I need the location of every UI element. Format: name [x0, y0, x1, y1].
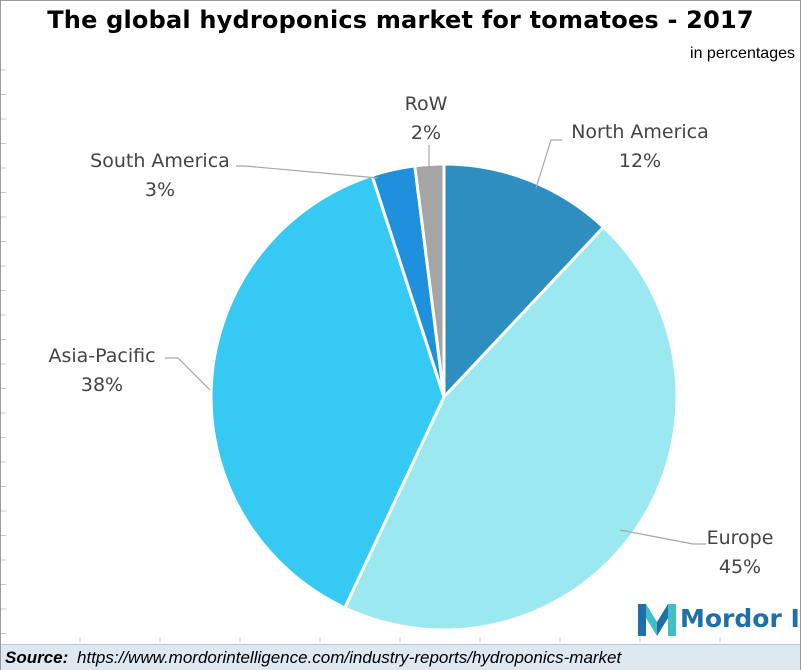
pie-chart: North America 12% Europe 45% Asia-Pacific 38%… — [1, 69, 773, 643]
logo-text: Mordor I — [680, 604, 800, 633]
chart-title: The global hydroponics market for tomato… — [47, 6, 754, 34]
leader-lines — [165, 139, 706, 545]
logo-mark-icon — [638, 604, 676, 636]
pie-slices — [209, 162, 679, 632]
leader-line — [619, 529, 706, 545]
slice-value-label: 2% — [411, 122, 441, 144]
slice-name-label: North America — [571, 121, 709, 143]
slice-value-label: 38% — [81, 374, 123, 396]
leader-line — [236, 165, 379, 179]
slice-name-label: South America — [90, 150, 230, 172]
leader-line — [165, 357, 211, 391]
pie-slice-europe — [342, 225, 679, 632]
left-edge-ticks — [1, 69, 721, 643]
slice-labels: North America 12% Europe 45% Asia-Pacific 38%… — [48, 93, 773, 578]
pie-slice-north-america — [442, 162, 606, 401]
slice-value-label: 45% — [719, 556, 761, 578]
mordor-logo: Mordor I — [636, 600, 801, 640]
slice-name-label: Asia-Pacific — [48, 345, 155, 367]
slice-name-label: RoW — [405, 93, 448, 115]
slice-value-label: 3% — [145, 179, 175, 201]
leader-line — [535, 139, 562, 189]
source-label: Source: — [5, 648, 69, 667]
pie-slice-asia-pacific — [209, 173, 446, 610]
source-url[interactable]: https://www.mordorintelligence.com/indus… — [77, 648, 622, 667]
slice-value-label: 12% — [619, 150, 661, 172]
slice-name-label: Europe — [707, 527, 774, 549]
unit-note: in percentages — [690, 45, 795, 62]
source-bar: Source: https://www.mordorintelligence.c… — [1, 644, 800, 670]
